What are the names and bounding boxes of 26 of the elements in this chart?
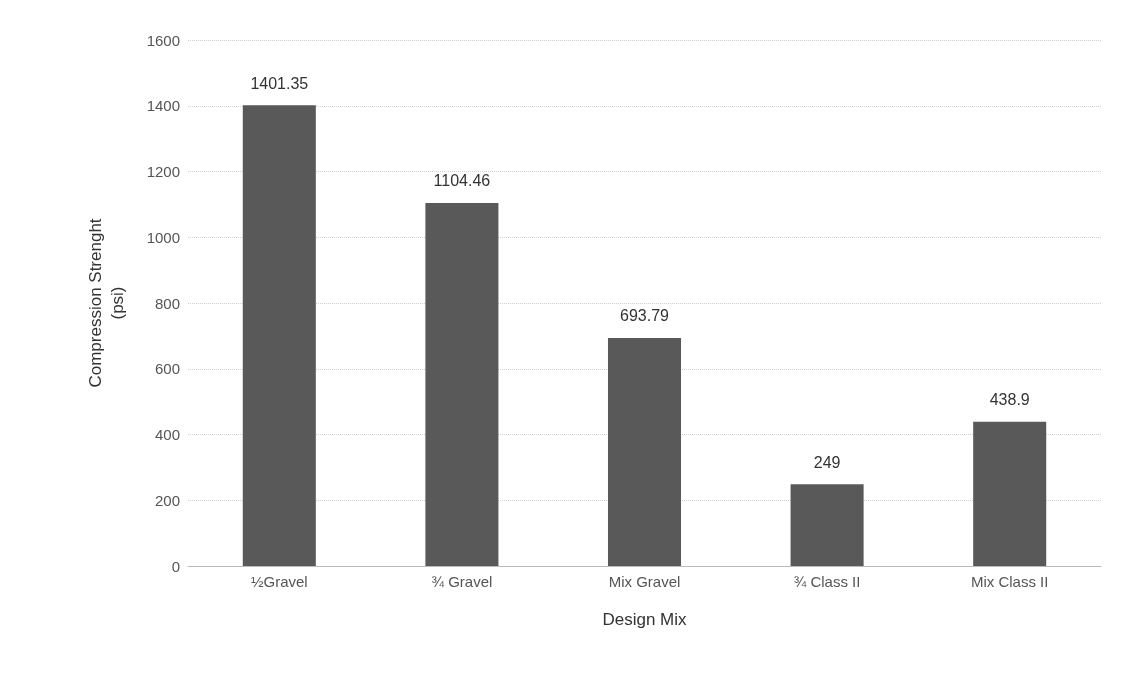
x-axis-title: Design Mix (602, 610, 688, 629)
x-tick-label: ½Gravel (250, 573, 308, 590)
data-label: 1104.46 (433, 172, 491, 190)
y-tick-label: 1000 (146, 228, 180, 246)
bar (607, 337, 682, 566)
y-tick-label: 0 (171, 557, 180, 575)
y-tick-label: 200 (154, 491, 180, 509)
data-label: 438.9 (989, 391, 1030, 409)
y-axis-title: Compression Strenght (psi) (85, 218, 127, 388)
x-tick-label: Mix Class II (970, 573, 1049, 590)
bar (973, 421, 1047, 566)
bar (242, 105, 316, 566)
y-tick-label: 800 (154, 294, 180, 312)
bar (425, 202, 499, 566)
data-label: 249 (813, 453, 841, 471)
data-label: 693.79 (620, 307, 670, 325)
bar (790, 484, 864, 566)
x-tick-label: ¾ Class II (793, 573, 861, 590)
y-tick-label: 1200 (146, 163, 180, 180)
y-tick-label: 600 (154, 360, 180, 378)
y-tick-label: 400 (154, 426, 180, 443)
x-tick-label: Mix Gravel (608, 573, 681, 590)
y-tick-label: 1600 (146, 31, 180, 49)
data-label: 1401.35 (250, 74, 309, 92)
y-tick-label: 1400 (146, 97, 180, 115)
x-tick-label: ¾ Gravel (431, 573, 493, 590)
